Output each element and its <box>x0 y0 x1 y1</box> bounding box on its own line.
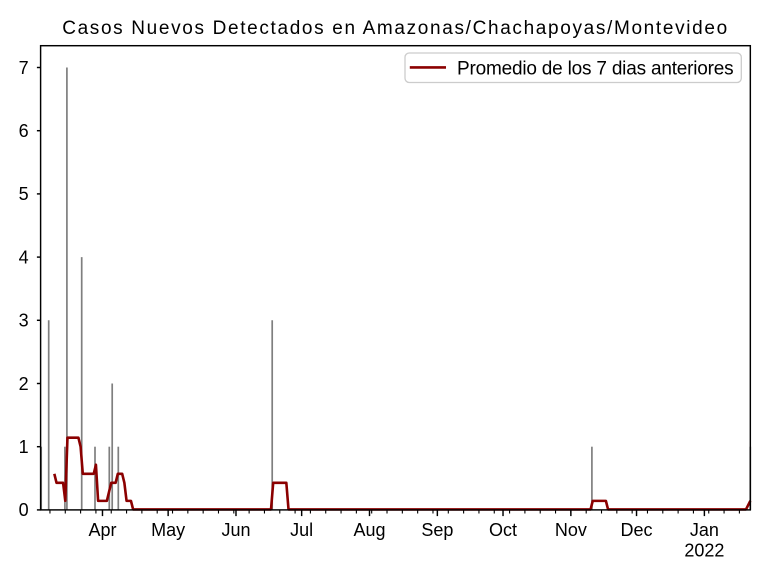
svg-text:Dec: Dec <box>621 520 653 540</box>
svg-text:Jul: Jul <box>290 520 313 540</box>
svg-text:Aug: Aug <box>353 520 385 540</box>
svg-text:Oct: Oct <box>489 520 517 540</box>
svg-text:Nov: Nov <box>555 520 587 540</box>
svg-text:2022: 2022 <box>684 541 724 561</box>
svg-text:6: 6 <box>19 121 29 141</box>
svg-text:2: 2 <box>19 374 29 394</box>
svg-text:5: 5 <box>19 184 29 204</box>
svg-text:7: 7 <box>19 58 29 78</box>
svg-text:Sep: Sep <box>421 520 453 540</box>
svg-text:3: 3 <box>19 311 29 331</box>
svg-text:Apr: Apr <box>88 520 116 540</box>
svg-text:Promedio de los 7 dias anterio: Promedio de los 7 dias anteriores <box>457 58 733 79</box>
svg-text:1: 1 <box>19 437 29 457</box>
svg-text:Casos Nuevos Detectados en Ama: Casos Nuevos Detectados en Amazonas/Chac… <box>62 18 729 39</box>
svg-text:0: 0 <box>19 500 29 520</box>
svg-text:Jan: Jan <box>690 520 719 540</box>
svg-text:May: May <box>151 520 185 540</box>
svg-text:Jun: Jun <box>221 520 250 540</box>
svg-text:4: 4 <box>19 247 29 267</box>
